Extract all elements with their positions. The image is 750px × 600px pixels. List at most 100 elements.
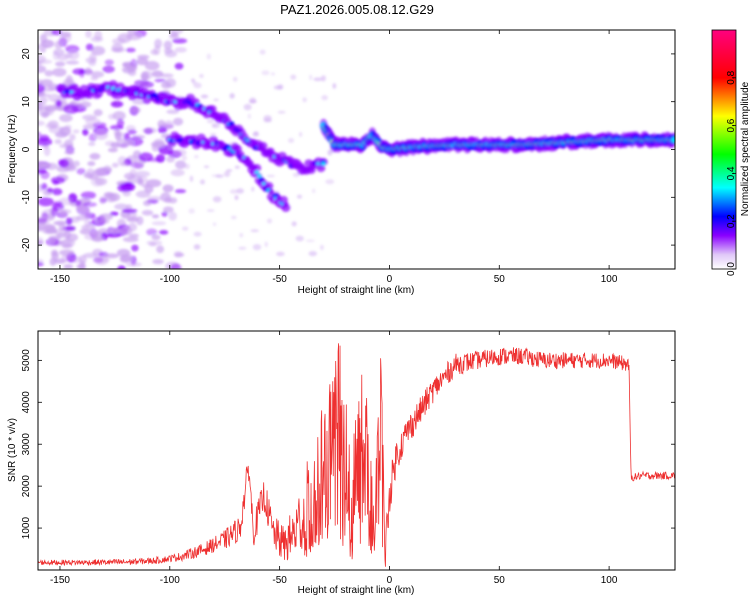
spectrogram-blob [64,124,72,130]
spectrogram-blob [54,220,69,226]
spectrogram-blob [120,226,133,236]
snr-series-line [38,343,675,567]
spectrogram-blob [109,227,122,234]
spectrogram-blob [321,95,329,101]
spectrogram-blob [84,67,92,76]
spectrogram-blob [90,45,106,56]
snr-x-tick-label: 50 [494,575,506,586]
spectrogram-blob [160,73,174,78]
spectrogram-blob [130,106,141,114]
spectrogram-blob [123,140,134,146]
snr-y-tick-label: 5000 [21,349,32,372]
snr-x-tick-label: -100 [160,575,180,586]
snr-x-tick-label: -50 [272,575,287,586]
spectrogram-blob [46,187,53,193]
spectrogram-blob [122,208,138,214]
spectrogram-blob [104,253,119,259]
spectrogram-blob [59,249,75,256]
spectrogram-x-tick-label: 100 [601,274,618,285]
spectrogram-blob [95,219,110,224]
spectrogram-blob [107,147,118,153]
spectrogram-blob [38,65,47,73]
spectrogram-blob [136,57,149,66]
spectrogram-blob [38,169,48,174]
spectrogram-blob [311,188,316,194]
spectrogram-blob [189,175,194,182]
spectrogram-x-tick-label: 50 [494,274,506,285]
spectrogram-blob [332,83,337,89]
spectrogram-blob [258,141,268,150]
spectrogram-blob [82,124,97,130]
spectrogram-blob [327,149,333,156]
spectrogram-blob [164,120,174,130]
spectrogram-blob [65,60,80,65]
spectrogram-blob [143,200,152,207]
colorbar-tick-label: 0.6 [726,118,737,132]
spectrogram-blob [299,131,303,137]
spectrogram-blob [38,134,50,142]
spectrogram-blob [199,179,206,185]
spectrogram-blob [156,245,165,254]
spectrogram-blob [82,128,89,136]
spectrogram-blob [152,259,164,265]
spectrogram-blob [145,179,162,188]
spectrogram-blob [147,195,162,202]
colorbar-tick-label: 0.8 [726,70,737,84]
spectrogram-blob [261,70,270,76]
spectrogram-blob [213,98,219,102]
spectrogram-blob [79,228,91,235]
spectrogram-blob [234,165,240,169]
spectrogram-blob [84,218,91,228]
spectrogram-blob [120,253,133,262]
spectrogram-blob [99,196,106,205]
spectrogram-blob [175,160,187,170]
spectrogram-blob [85,43,94,51]
snr-x-label: Height of straight line (km) [298,585,415,596]
snr-x-tick-label: 100 [601,575,618,586]
spectrogram-blob [168,211,177,221]
spectrogram-blob [266,218,273,224]
spectrogram-blob [126,64,138,72]
spectrogram-blob [223,171,231,178]
spectrogram-blob [113,128,121,137]
spectrogram-blob [93,109,103,117]
spectrogram-blob [41,225,57,235]
spectrogram-blob [51,206,58,217]
spectrogram-blob [191,77,195,84]
spectrogram-blob [56,232,66,239]
snr-y-tick-label: 2000 [21,475,32,498]
spectrogram-blob [121,160,129,166]
spectrogram-blob [61,254,71,263]
spectrogram-blob [157,126,168,134]
spectrogram-blob [52,201,63,207]
spectrogram-blob [247,113,252,119]
spectrogram-blob [174,189,187,194]
spectrogram-blob [69,133,76,141]
spectrogram-blob [142,127,157,134]
spectrogram-blob [302,97,307,103]
spectrogram-blob [252,243,262,251]
spectrogram-blob [671,136,675,143]
spectrogram-blob [60,31,72,38]
spectrogram-blob [52,67,67,77]
spectrogram-blobs [38,30,675,269]
spectrogram-blob [206,209,215,212]
spectrogram-blob [55,61,66,67]
colorbar-tick-label: 0.2 [726,214,737,228]
spectrogram-blob [161,81,172,89]
spectrogram-blob [39,162,52,168]
spectrogram-blob [82,114,97,121]
colorbar: 0.0 0.2 0.4 0.6 0.8 Normalized spectral ampl… [711,29,750,276]
spectrogram-blob [254,170,259,174]
spectrogram-blob [80,191,97,200]
spectrogram-blob [99,213,113,221]
spectrogram-blob [54,139,62,145]
spectrogram-blob [268,189,275,195]
spectrogram-blob [38,262,44,267]
spectrogram-blob [54,40,63,50]
spectrogram-blob [59,143,74,149]
spectrogram-x-label: Height of straight line (km) [298,285,415,296]
spectrogram-blob [292,172,300,178]
spectrogram-blob [41,183,48,190]
